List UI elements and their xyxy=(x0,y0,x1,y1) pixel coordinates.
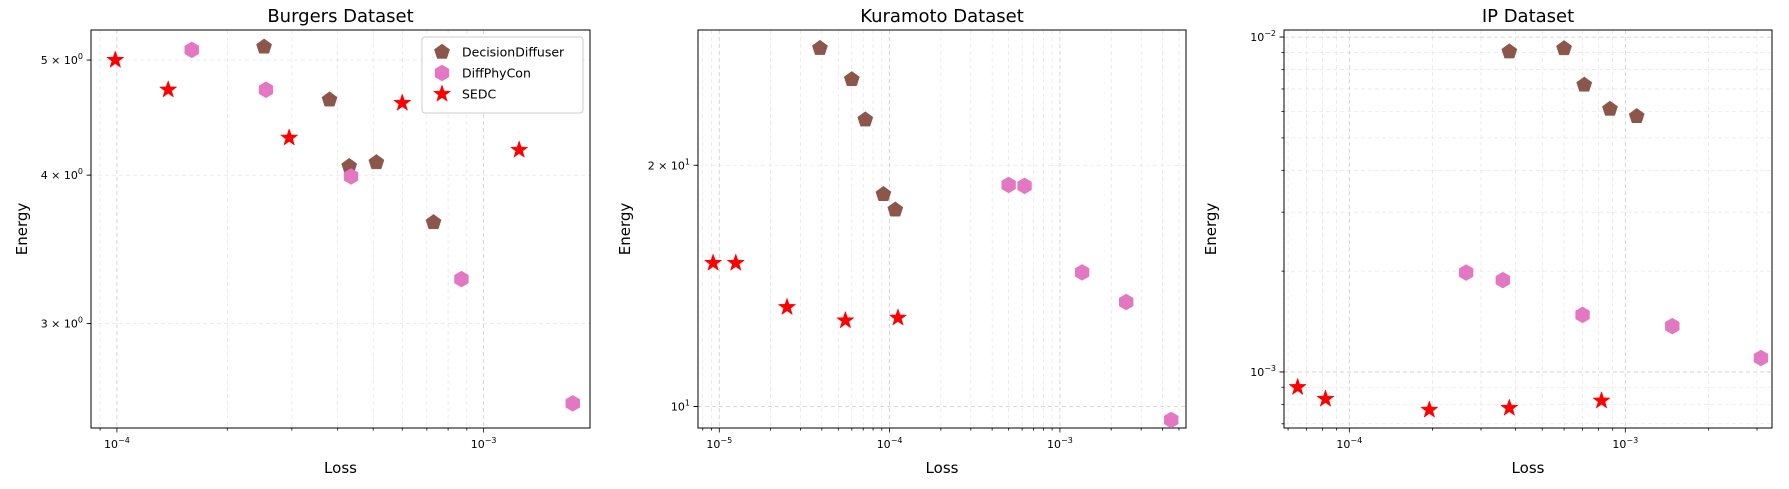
legend-marker-pentagon xyxy=(434,43,450,59)
series-diffphycon xyxy=(1001,176,1179,429)
data-point-pentagon xyxy=(887,201,904,217)
data-point-pentagon xyxy=(1501,43,1518,59)
data-point-star xyxy=(888,308,908,326)
legend-label: DecisionDiffuser xyxy=(462,45,565,60)
data-point-star xyxy=(106,50,125,68)
y-tick-label: 10−3 xyxy=(1250,364,1276,379)
legend-label: DiffPhyCon xyxy=(462,66,531,81)
data-point-hexagon xyxy=(343,168,359,185)
legend-label: SEDC xyxy=(462,87,496,102)
series-sedc xyxy=(1288,377,1611,418)
major-grid xyxy=(1284,30,1772,428)
data-point-hexagon xyxy=(1495,271,1511,289)
axes-frame xyxy=(697,29,1187,429)
data-point-pentagon xyxy=(1602,100,1618,116)
data-point-pentagon xyxy=(1576,76,1593,92)
y-axis-label: Energy xyxy=(616,203,634,256)
x-tick-label: 10−3 xyxy=(471,436,497,451)
legend-marker-hexagon xyxy=(434,64,450,82)
x-tick-label: 10−4 xyxy=(877,436,903,451)
data-point-star xyxy=(777,297,797,316)
series-diffphycon xyxy=(184,41,580,412)
x-tick-label: 10−5 xyxy=(706,436,732,451)
data-point-hexagon xyxy=(1074,264,1090,281)
chart-panel-2: 10−5 10−4 10−3 101 2 × 101 Kuramoto Dataset Lo… xyxy=(616,6,1187,477)
series-sedc xyxy=(703,253,908,329)
axes-frame xyxy=(90,29,591,429)
chart-title: Kuramoto Dataset xyxy=(860,6,1024,27)
chart-panel-3: 10−4 10−3 10−3 10−2 IP Dataset Loss Energy xyxy=(1202,6,1773,477)
axes-frame xyxy=(1283,29,1773,429)
data-point-hexagon xyxy=(1753,349,1769,367)
data-point-hexagon xyxy=(454,270,469,288)
series-decisiondiffuser xyxy=(812,39,904,217)
data-point-hexagon xyxy=(565,395,580,412)
data-point-hexagon xyxy=(1163,411,1179,429)
x-axis-label: Loss xyxy=(324,459,357,477)
data-point-hexagon xyxy=(1001,176,1016,194)
chart-panel-1: 10−4 10−3 3 × 100 4 × 100 5 × 100 Burgers Dat… xyxy=(13,6,591,477)
data-point-pentagon xyxy=(321,91,338,107)
chart-title: Burgers Dataset xyxy=(267,6,413,27)
major-grid xyxy=(698,30,1186,428)
legend-marker-star xyxy=(432,84,452,102)
y-tick-label: 3 × 100 xyxy=(41,316,83,331)
data-point-star xyxy=(1500,398,1519,416)
data-point-star xyxy=(392,93,412,111)
y-tick-label: 10−2 xyxy=(1250,29,1276,44)
data-point-hexagon xyxy=(184,41,199,59)
x-tick-label: 10−3 xyxy=(1047,436,1073,451)
minor-grid xyxy=(1284,30,1772,428)
x-tick-label: 10−4 xyxy=(104,436,130,451)
data-point-star xyxy=(1316,389,1335,407)
data-point-star xyxy=(726,253,746,271)
data-point-hexagon xyxy=(1458,264,1474,281)
y-axis-label: Energy xyxy=(1202,203,1220,256)
chart-title: IP Dataset xyxy=(1482,6,1574,27)
data-point-star xyxy=(1420,400,1439,418)
data-point-hexagon xyxy=(258,81,274,99)
y-tick-label: 4 × 100 xyxy=(41,167,83,182)
series-diffphycon xyxy=(1458,264,1769,367)
data-point-hexagon xyxy=(1665,317,1680,335)
data-point-star xyxy=(1592,391,1611,409)
data-point-pentagon xyxy=(812,39,828,55)
data-point-pentagon xyxy=(1628,107,1645,124)
x-tick-label: 10−3 xyxy=(1612,436,1638,451)
data-point-pentagon xyxy=(368,154,385,170)
series-decisiondiffuser xyxy=(1501,40,1645,124)
x-tick-label: 10−4 xyxy=(1336,436,1362,451)
data-point-pentagon xyxy=(875,185,892,201)
data-point-pentagon xyxy=(1556,40,1572,56)
data-point-star xyxy=(1288,377,1307,396)
data-point-star xyxy=(703,253,723,271)
data-point-hexagon xyxy=(1017,177,1032,195)
series-decisiondiffuser xyxy=(256,38,442,230)
data-point-pentagon xyxy=(425,214,442,230)
y-tick-label: 5 × 100 xyxy=(41,52,83,67)
data-point-star xyxy=(836,310,855,329)
data-point-hexagon xyxy=(1119,293,1134,311)
data-point-star xyxy=(279,128,299,146)
data-point-pentagon xyxy=(256,38,273,54)
data-point-star xyxy=(509,140,529,158)
y-axis-label: Energy xyxy=(13,203,31,256)
minor-grid xyxy=(698,30,1186,428)
y-tick-label: 2 × 101 xyxy=(648,157,690,172)
y-tick-label: 101 xyxy=(671,398,690,413)
x-axis-label: Loss xyxy=(926,459,959,477)
data-point-pentagon xyxy=(857,111,874,127)
x-axis-label: Loss xyxy=(1512,459,1545,477)
series-sedc xyxy=(106,50,529,158)
legend: DecisionDiffuser DiffPhyCon SEDC xyxy=(421,36,584,114)
legend-box xyxy=(421,36,584,114)
data-point-pentagon xyxy=(843,71,860,87)
data-point-star xyxy=(158,80,178,98)
data-point-hexagon xyxy=(1575,306,1590,324)
